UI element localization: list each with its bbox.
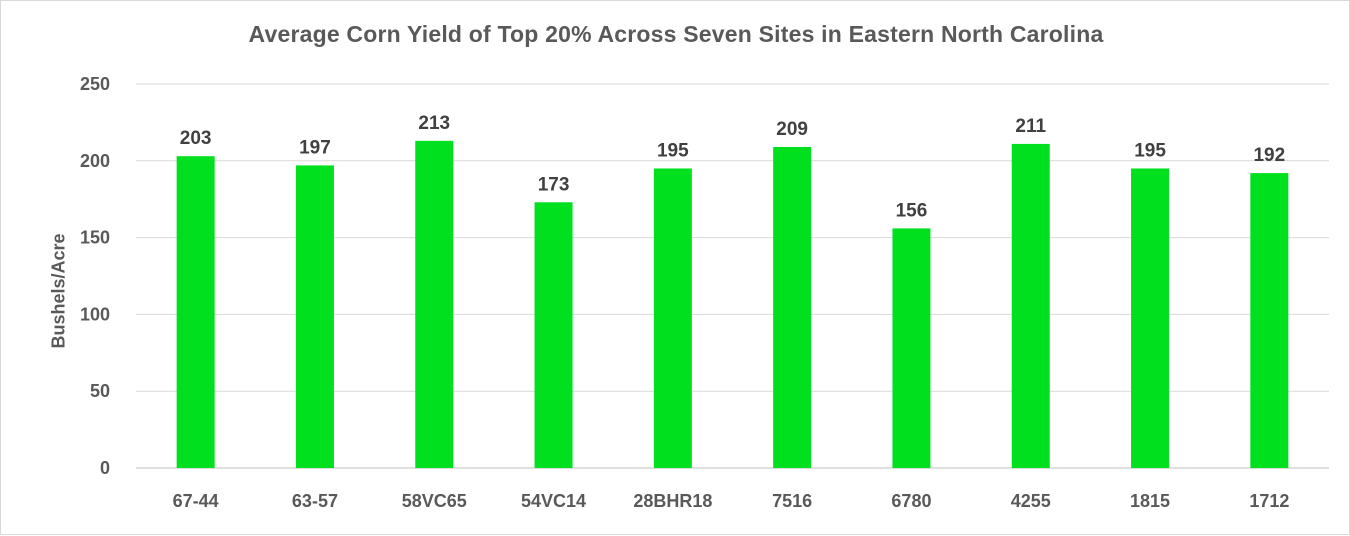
x-tick-label: 63-57 [292, 491, 338, 511]
y-tick-label: 150 [80, 228, 110, 248]
data-label: 173 [538, 174, 570, 195]
x-tick-label: 1815 [1130, 491, 1170, 511]
bar [892, 228, 931, 468]
x-tick-label: 1712 [1249, 491, 1289, 511]
y-tick-label: 50 [90, 381, 110, 401]
chart-title: Average Corn Yield of Top 20% Across Sev… [248, 21, 1104, 47]
bar [1250, 173, 1289, 468]
x-tick-label: 28BHR18 [633, 491, 712, 511]
x-tick-label: 4255 [1011, 491, 1051, 511]
x-tick-label: 58VC65 [402, 491, 467, 511]
data-label: 211 [1015, 116, 1046, 137]
x-tick-label: 54VC14 [521, 491, 586, 511]
data-label: 192 [1253, 145, 1285, 166]
bar [773, 146, 812, 468]
y-tick-label: 200 [80, 151, 110, 171]
data-label: 213 [418, 113, 450, 134]
bar [534, 202, 573, 468]
data-label: 195 [1134, 140, 1166, 161]
x-tick-label: 6780 [891, 491, 931, 511]
data-label: 156 [896, 200, 928, 221]
bar [1131, 168, 1170, 469]
bar [1011, 143, 1050, 469]
y-tick-label: 0 [100, 458, 110, 478]
data-label: 203 [180, 128, 212, 149]
data-label: 197 [299, 137, 331, 158]
data-label: 209 [776, 119, 808, 140]
bar [295, 165, 334, 468]
y-tick-label: 100 [80, 304, 110, 324]
bar [176, 156, 215, 468]
y-tick-label: 250 [80, 74, 110, 94]
x-tick-label: 7516 [772, 491, 812, 511]
bar [653, 168, 692, 469]
x-tick-label: 67-44 [173, 491, 219, 511]
bar [415, 140, 454, 468]
data-label: 195 [657, 140, 689, 161]
